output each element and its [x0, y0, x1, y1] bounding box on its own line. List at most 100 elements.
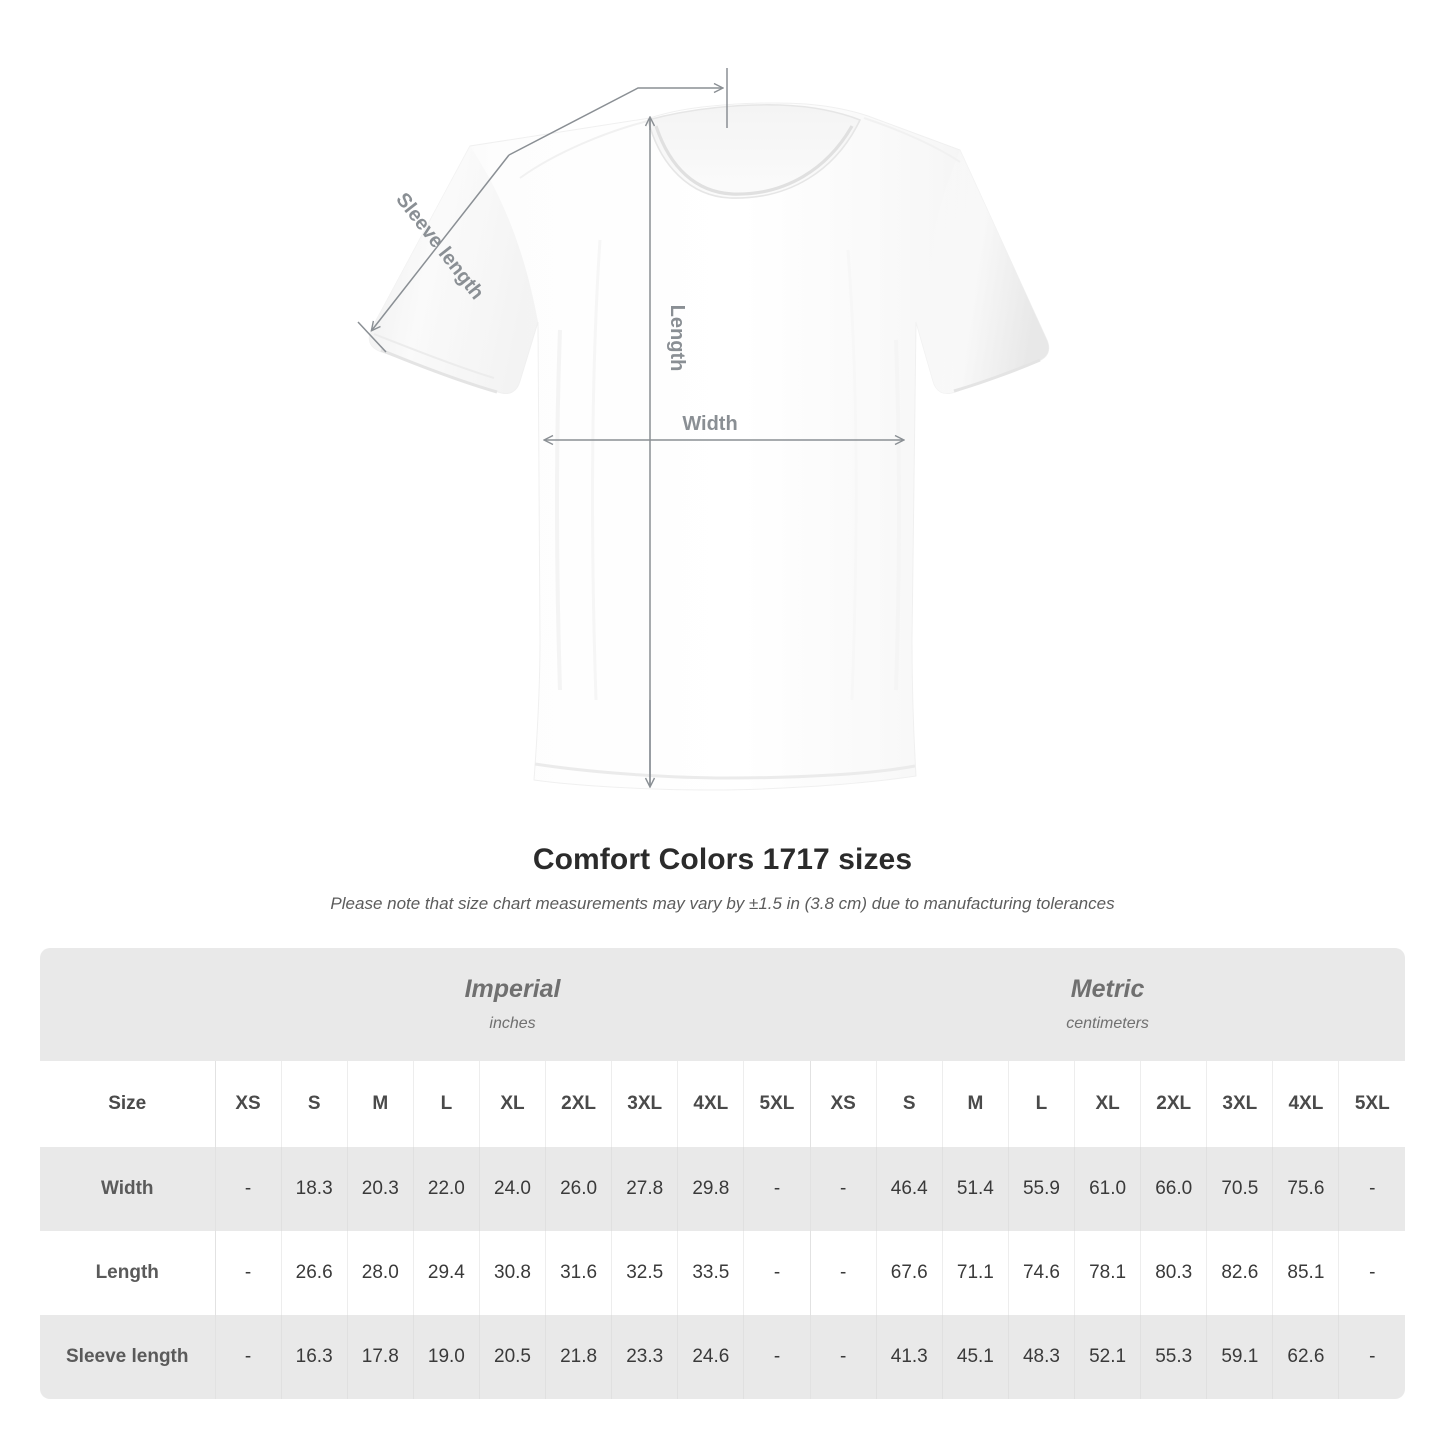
cell-imperial-sleeve-length-5xl: - — [743, 1315, 811, 1399]
cell-metric-width-xl: 61.0 — [1074, 1147, 1141, 1231]
sleeve-length-end-tick — [357, 321, 387, 353]
cell-metric-width-2xl: 66.0 — [1140, 1147, 1207, 1231]
unit-row-corner — [40, 948, 215, 1061]
cell-metric-sleeve-length-2xl: 55.3 — [1140, 1315, 1207, 1399]
size-header-s: S — [280, 1061, 348, 1147]
cell-imperial-width-4xl: 29.8 — [677, 1147, 744, 1231]
cell-imperial-sleeve-length-m: 17.8 — [346, 1315, 414, 1399]
shoulder-leader-line — [508, 88, 722, 156]
table-unit-header-row: Imperial inches Metric centimeters — [40, 948, 1406, 1061]
size-header-3xl: 3XL — [1206, 1061, 1273, 1147]
unit-group-title: Metric — [1070, 974, 1145, 1003]
cell-imperial-width-m: 20.3 — [346, 1147, 414, 1231]
cell-imperial-sleeve-length-2xl: 21.8 — [545, 1315, 612, 1399]
cell-imperial-length-3xl: 32.5 — [611, 1231, 678, 1315]
cell-imperial-width-2xl: 26.0 — [545, 1147, 612, 1231]
cell-metric-length-5xl: - — [1338, 1231, 1406, 1315]
unit-group-title: Imperial — [464, 974, 561, 1003]
cell-metric-width-5xl: - — [1338, 1147, 1406, 1231]
cell-metric-width-l: 55.9 — [1007, 1147, 1075, 1231]
cell-imperial-width-s: 18.3 — [280, 1147, 348, 1231]
cell-metric-length-2xl: 80.3 — [1140, 1231, 1207, 1315]
unit-group-metric: Metric centimeters — [810, 948, 1406, 1061]
table-row: Length -26.6 28.0 29.4 30.8 31.6 32.5 33.5- -67.… — [40, 1231, 1406, 1315]
cell-imperial-length-5xl: - — [743, 1231, 811, 1315]
cell-imperial-length-4xl: 33.5 — [677, 1231, 744, 1315]
cell-metric-sleeve-length-l: 48.3 — [1007, 1315, 1075, 1399]
cell-metric-sleeve-length-3xl: 59.1 — [1206, 1315, 1273, 1399]
size-header-l: L — [412, 1061, 480, 1147]
cell-metric-length-l: 74.6 — [1007, 1231, 1075, 1315]
cell-imperial-width-xs: - — [214, 1147, 282, 1231]
cell-imperial-width-3xl: 27.8 — [611, 1147, 678, 1231]
size-header-5xl: 5XL — [1338, 1061, 1406, 1147]
cell-imperial-length-xs: - — [214, 1231, 282, 1315]
cell-metric-width-m: 51.4 — [941, 1147, 1009, 1231]
table-row: Sleeve length -16.3 17.8 19.0 20.5 21.8 23.3 24… — [40, 1315, 1406, 1399]
size-header-s: S — [875, 1061, 943, 1147]
table-corner-label: Size — [40, 1061, 215, 1147]
chart-heading: Comfort Colors 1717 sizes Please note th… — [0, 840, 1445, 916]
cell-metric-sleeve-length-5xl: - — [1338, 1315, 1406, 1399]
measurement-annotations — [357, 68, 903, 786]
cell-metric-length-xl: 78.1 — [1074, 1231, 1141, 1315]
size-header-xs: XS — [809, 1061, 877, 1147]
cell-metric-length-3xl: 82.6 — [1206, 1231, 1273, 1315]
t-shirt-diagram: Sleeve length Length Width — [357, 68, 1050, 791]
cell-imperial-length-l: 29.4 — [412, 1231, 480, 1315]
table-size-header-row: Size XS S M L XL 2XL 3XL 4XL 5XL XS S M L XL 2XL 3XL 4XL 5… — [40, 1061, 1406, 1147]
unit-group-imperial: Imperial inches — [215, 948, 811, 1061]
cell-imperial-sleeve-length-xl: 20.5 — [478, 1315, 546, 1399]
cell-imperial-length-xl: 30.8 — [478, 1231, 546, 1315]
cell-imperial-length-2xl: 31.6 — [545, 1231, 612, 1315]
page-title: Comfort Colors 1717 sizes — [532, 843, 913, 876]
cell-imperial-length-m: 28.0 — [346, 1231, 414, 1315]
cell-metric-width-4xl: 75.6 — [1272, 1147, 1339, 1231]
size-header-4xl: 4XL — [677, 1061, 744, 1147]
cell-metric-width-3xl: 70.5 — [1206, 1147, 1273, 1231]
t-shirt-illustration: Sleeve length Length Width — [357, 68, 1050, 791]
size-header-xl: XL — [1074, 1061, 1141, 1147]
size-chart-container: Imperial inches Metric centimeters Size XS S M L… — [40, 948, 1406, 1399]
cell-metric-length-xs: - — [809, 1231, 877, 1315]
size-header-4xl: 4XL — [1272, 1061, 1339, 1147]
size-header-xl: XL — [478, 1061, 546, 1147]
width-label: Width — [682, 413, 737, 435]
cell-metric-length-4xl: 85.1 — [1272, 1231, 1339, 1315]
cell-imperial-length-s: 26.6 — [280, 1231, 348, 1315]
cell-metric-sleeve-length-s: 41.3 — [875, 1315, 943, 1399]
row-label-sleeve-length: Sleeve length — [40, 1315, 215, 1399]
length-label: Length — [666, 305, 688, 372]
size-header-2xl: 2XL — [1140, 1061, 1207, 1147]
cell-imperial-sleeve-length-3xl: 23.3 — [611, 1315, 678, 1399]
cell-metric-sleeve-length-xs: - — [809, 1315, 877, 1399]
cell-imperial-width-l: 22.0 — [412, 1147, 480, 1231]
shirt-shape — [368, 102, 1050, 791]
size-header-l: L — [1007, 1061, 1075, 1147]
cell-metric-width-xs: - — [809, 1147, 877, 1231]
cell-metric-length-m: 71.1 — [941, 1231, 1009, 1315]
cell-imperial-sleeve-length-s: 16.3 — [280, 1315, 348, 1399]
sleeve-length-arrow — [372, 154, 510, 330]
size-header-5xl: 5XL — [743, 1061, 811, 1147]
table-row: Width -18.3 20.3 22.0 24.0 26.0 27.8 29.8- -46.4… — [40, 1147, 1406, 1231]
cell-metric-width-s: 46.4 — [875, 1147, 943, 1231]
size-header-3xl: 3XL — [611, 1061, 678, 1147]
cell-metric-sleeve-length-xl: 52.1 — [1074, 1315, 1141, 1399]
cell-imperial-sleeve-length-xs: - — [214, 1315, 282, 1399]
cell-metric-sleeve-length-m: 45.1 — [941, 1315, 1009, 1399]
row-label-width: Width — [40, 1147, 215, 1231]
size-header-m: M — [941, 1061, 1009, 1147]
size-chart-table: Imperial inches Metric centimeters Size XS S M L… — [40, 948, 1406, 1399]
page-subtitle: Please note that size chart measurements… — [330, 894, 1115, 913]
cell-metric-length-s: 67.6 — [875, 1231, 943, 1315]
size-header-xs: XS — [214, 1061, 282, 1147]
cell-imperial-sleeve-length-l: 19.0 — [412, 1315, 480, 1399]
unit-group-subtitle: inches — [489, 1014, 536, 1032]
cell-imperial-sleeve-length-4xl: 24.6 — [677, 1315, 744, 1399]
row-label-length: Length — [40, 1231, 215, 1315]
cell-imperial-width-xl: 24.0 — [478, 1147, 546, 1231]
cell-metric-sleeve-length-4xl: 62.6 — [1272, 1315, 1339, 1399]
unit-group-subtitle: centimeters — [1066, 1014, 1149, 1032]
size-header-m: M — [346, 1061, 414, 1147]
